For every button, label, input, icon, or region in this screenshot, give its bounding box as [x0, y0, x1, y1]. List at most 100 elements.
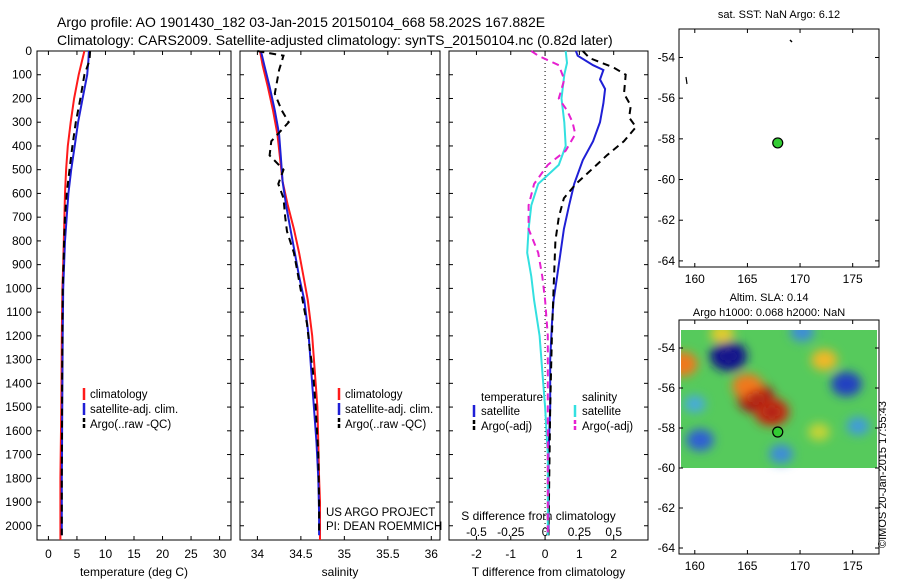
legend-label: satellite [481, 406, 520, 418]
s-tick-label: -0.5 [466, 525, 487, 539]
lat-tick-label: -62 [658, 501, 676, 515]
s-axis-label: S difference from climatology [461, 509, 616, 523]
legend-label: Argo(..raw -QC) [345, 419, 426, 431]
lon-tick-label: 170 [790, 272, 810, 286]
sla-anomalies [681, 330, 870, 464]
project-annotation: PI: DEAN ROEMMICH [326, 521, 442, 533]
sla-anomaly [683, 395, 706, 413]
legend-header: salinity [582, 392, 617, 404]
lat-tick-label: -54 [658, 50, 676, 64]
depth-tick-label: 1300 [5, 353, 32, 367]
sla-map-panel: 160 165 170 175 -54 -56 -58 -60 -62 -64 Altim. SLA… [658, 292, 880, 573]
sla-anomaly [681, 351, 698, 377]
lat-tick-label: -58 [658, 132, 676, 146]
legend-label: Argo(-adj) [481, 421, 532, 433]
x-axis-label: T difference from climatology [472, 565, 626, 579]
profile-location-marker [772, 426, 784, 438]
sla-anomaly [811, 349, 838, 371]
lat-tick-label: -58 [658, 421, 676, 435]
x-tick-label: -2 [471, 547, 482, 561]
sla-anomaly [790, 330, 815, 342]
x-tick-label: 0 [45, 547, 52, 561]
lat-tick-label: -64 [658, 541, 676, 555]
legend-label: Argo(..raw -QC) [90, 419, 171, 431]
sla-anomaly [830, 371, 862, 397]
depth-tick-label: 1900 [5, 495, 32, 509]
map-frame [678, 28, 880, 268]
sla-anomaly [710, 330, 735, 344]
sla-anomaly [732, 373, 763, 399]
depth-tick-label: 1200 [5, 329, 32, 343]
depth-tick-label: 1100 [6, 305, 32, 319]
depth-tick-label: 100 [12, 68, 32, 82]
s-tick-label: -0.25 [497, 525, 525, 539]
x-tick-label: 0 [542, 547, 549, 561]
lon-tick-label: 165 [737, 272, 757, 286]
temperature-panel: 0100200300400500600700800900100011001200… [5, 44, 232, 579]
lon-tick-label: 160 [685, 559, 705, 573]
series-line-temperature-satellite [547, 50, 607, 536]
s-tick-label: 0.25 [568, 525, 592, 539]
depth-tick-label: 600 [12, 186, 32, 200]
sla-field [681, 330, 877, 468]
x-tick-label: 2 [610, 547, 617, 561]
series-line-argo-raw-qc- [60, 50, 92, 536]
lon-tick-label: 170 [790, 559, 810, 573]
coast-mark [789, 39, 793, 43]
depth-tick-label: 2000 [5, 519, 32, 533]
lon-tick-label: 175 [843, 272, 863, 286]
legend-label: climatology [90, 389, 148, 401]
figure-title-line2: Climatology: CARS2009. Satellite-adjuste… [57, 32, 613, 48]
x-tick-label: 20 [156, 547, 170, 561]
series-line-temperature-argo-adj- [547, 50, 638, 536]
coast-mark [685, 76, 688, 85]
legend-label: Argo(-adj) [582, 421, 633, 433]
depth-tick-label: 1500 [5, 400, 32, 414]
depth-tick-label: 300 [12, 115, 32, 129]
lat-tick-label: -60 [658, 461, 676, 475]
depth-tick-label: 1700 [5, 448, 32, 462]
depth-tick-label: 400 [12, 139, 32, 153]
lon-tick-label: 175 [843, 559, 863, 573]
sla-anomaly-core [748, 393, 763, 403]
legend-header: temperature [481, 392, 543, 404]
figure-title-line1: Argo profile: AO 1901430_182 03-Jan-2015… [57, 14, 545, 30]
legend-label: satellite-adj. clim. [345, 404, 433, 416]
credit-text: ©IMOS 20-Jan-2015 17:55:43 [877, 401, 889, 548]
series-line-argo-raw-qc- [257, 50, 321, 536]
depth-tick-label: 700 [12, 210, 32, 224]
depth-tick-label: 1600 [5, 424, 32, 438]
sla-anomaly-core [721, 351, 736, 361]
lon-tick-label: 160 [685, 272, 705, 286]
profile-location-marker [772, 137, 784, 149]
x-tick-label: 5 [74, 547, 81, 561]
depth-tick-label: 0 [25, 44, 32, 58]
x-tick-label: 35 [338, 547, 352, 561]
lat-tick-label: -56 [658, 381, 676, 395]
map-title: Altim. SLA: 0.14 [730, 292, 809, 304]
x-tick-label: 34.5 [289, 547, 313, 561]
x-tick-label: 34 [251, 547, 265, 561]
sla-anomaly [686, 429, 714, 451]
lat-tick-label: -54 [658, 341, 676, 355]
depth-tick-label: 1800 [5, 471, 32, 485]
legend-label: climatology [345, 389, 403, 401]
sla-anomaly [769, 444, 794, 464]
legend-label: satellite [582, 406, 621, 418]
sla-anomaly-core [764, 407, 779, 417]
map-subtitle: Argo h1000: 0.068 h2000: NaN [693, 307, 845, 319]
depth-tick-label: 500 [12, 163, 32, 177]
depth-tick-label: 800 [12, 234, 32, 248]
depth-tick-label: 1000 [5, 281, 32, 295]
depth-tick-label: 1400 [5, 376, 32, 390]
x-tick-label: 15 [127, 547, 141, 561]
x-tick-label: -1 [505, 547, 516, 561]
lat-tick-label: -56 [658, 91, 676, 105]
x-axis-label: temperature (deg C) [80, 565, 188, 579]
sst-map-panel: 160 165 170 175 -54 -56 -58 -60 -62 -64 sat. SST: … [658, 9, 880, 286]
lon-tick-label: 165 [737, 559, 757, 573]
x-tick-label: 36 [425, 547, 439, 561]
salinity-panel: 34 34.5 35 35.5 36 salinity climatology satelli… [239, 50, 442, 579]
project-annotation: US ARGO PROJECT [326, 507, 435, 519]
